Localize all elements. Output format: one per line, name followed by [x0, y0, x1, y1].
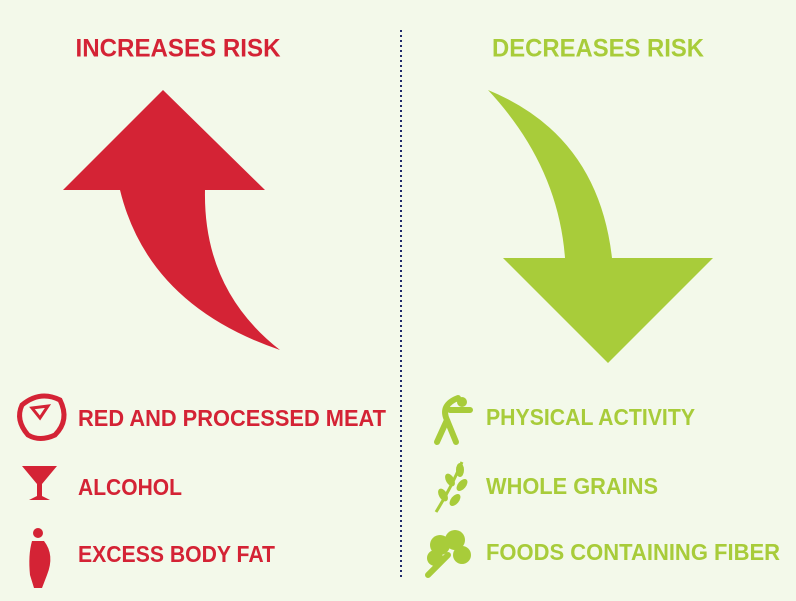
risk-item: RED AND PROCESSED MEAT	[78, 405, 386, 431]
fiber-icon	[425, 530, 471, 578]
body-fat-icon	[29, 528, 51, 588]
protective-item: PHYSICAL ACTIVITY	[486, 404, 695, 430]
down-arrow	[488, 90, 713, 363]
decreases-title: DECREASES RISK	[492, 35, 704, 63]
protective-item: WHOLE GRAINS	[486, 473, 658, 499]
grains-icon	[434, 461, 468, 513]
risk-item: EXCESS BODY FAT	[78, 541, 275, 567]
alcohol-icon	[22, 466, 57, 500]
up-arrow	[63, 90, 280, 350]
protective-item: FOODS CONTAINING FIBER	[486, 539, 780, 565]
meat-icon	[17, 393, 67, 441]
risk-item: ALCOHOL	[78, 474, 182, 500]
activity-icon	[434, 395, 473, 445]
increases-title: INCREASES RISK	[76, 35, 281, 63]
